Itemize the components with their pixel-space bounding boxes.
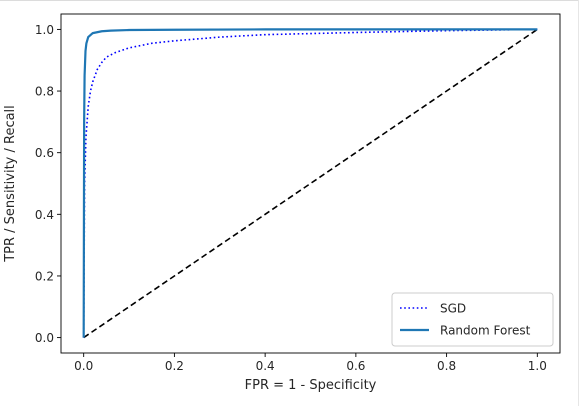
legend-label: Random Forest (440, 324, 531, 338)
y-tick-label: 0.4 (35, 208, 54, 222)
legend-label: SGD (440, 302, 466, 316)
series-line-2 (83, 28, 538, 339)
x-tick-label: 0.8 (437, 359, 456, 373)
series-line-1 (82, 28, 538, 338)
y-ticks: 0.0 0.2 0.4 0.6 0.8 1.0 (35, 23, 61, 345)
x-tick-label: 0.6 (346, 359, 365, 373)
legend: SGD Random Forest (391, 292, 554, 347)
y-tick-label: 0.2 (35, 269, 54, 283)
y-tick-label: 0.8 (35, 85, 54, 99)
series-line-0 (82, 28, 538, 338)
legend-box (391, 292, 554, 347)
x-tick-label: 0.0 (74, 359, 93, 373)
x-tick-label: 0.2 (165, 359, 184, 373)
x-ticks: 0.0 0.2 0.4 0.6 0.8 1.0 (74, 353, 547, 373)
y-tick-label: 1.0 (35, 23, 54, 37)
x-axis-label: FPR = 1 - Specificity (245, 378, 377, 393)
series-layer (82, 28, 538, 339)
axes-frame (60, 13, 561, 354)
y-axis-label: TPR / Sensitivity / Recall (3, 105, 18, 263)
x-tick-label: 0.4 (256, 359, 275, 373)
y-tick-label: 0.6 (35, 146, 54, 160)
top-border (0, 0, 579, 1)
y-tick-label: 0.0 (35, 331, 54, 345)
x-tick-label: 1.0 (528, 359, 547, 373)
